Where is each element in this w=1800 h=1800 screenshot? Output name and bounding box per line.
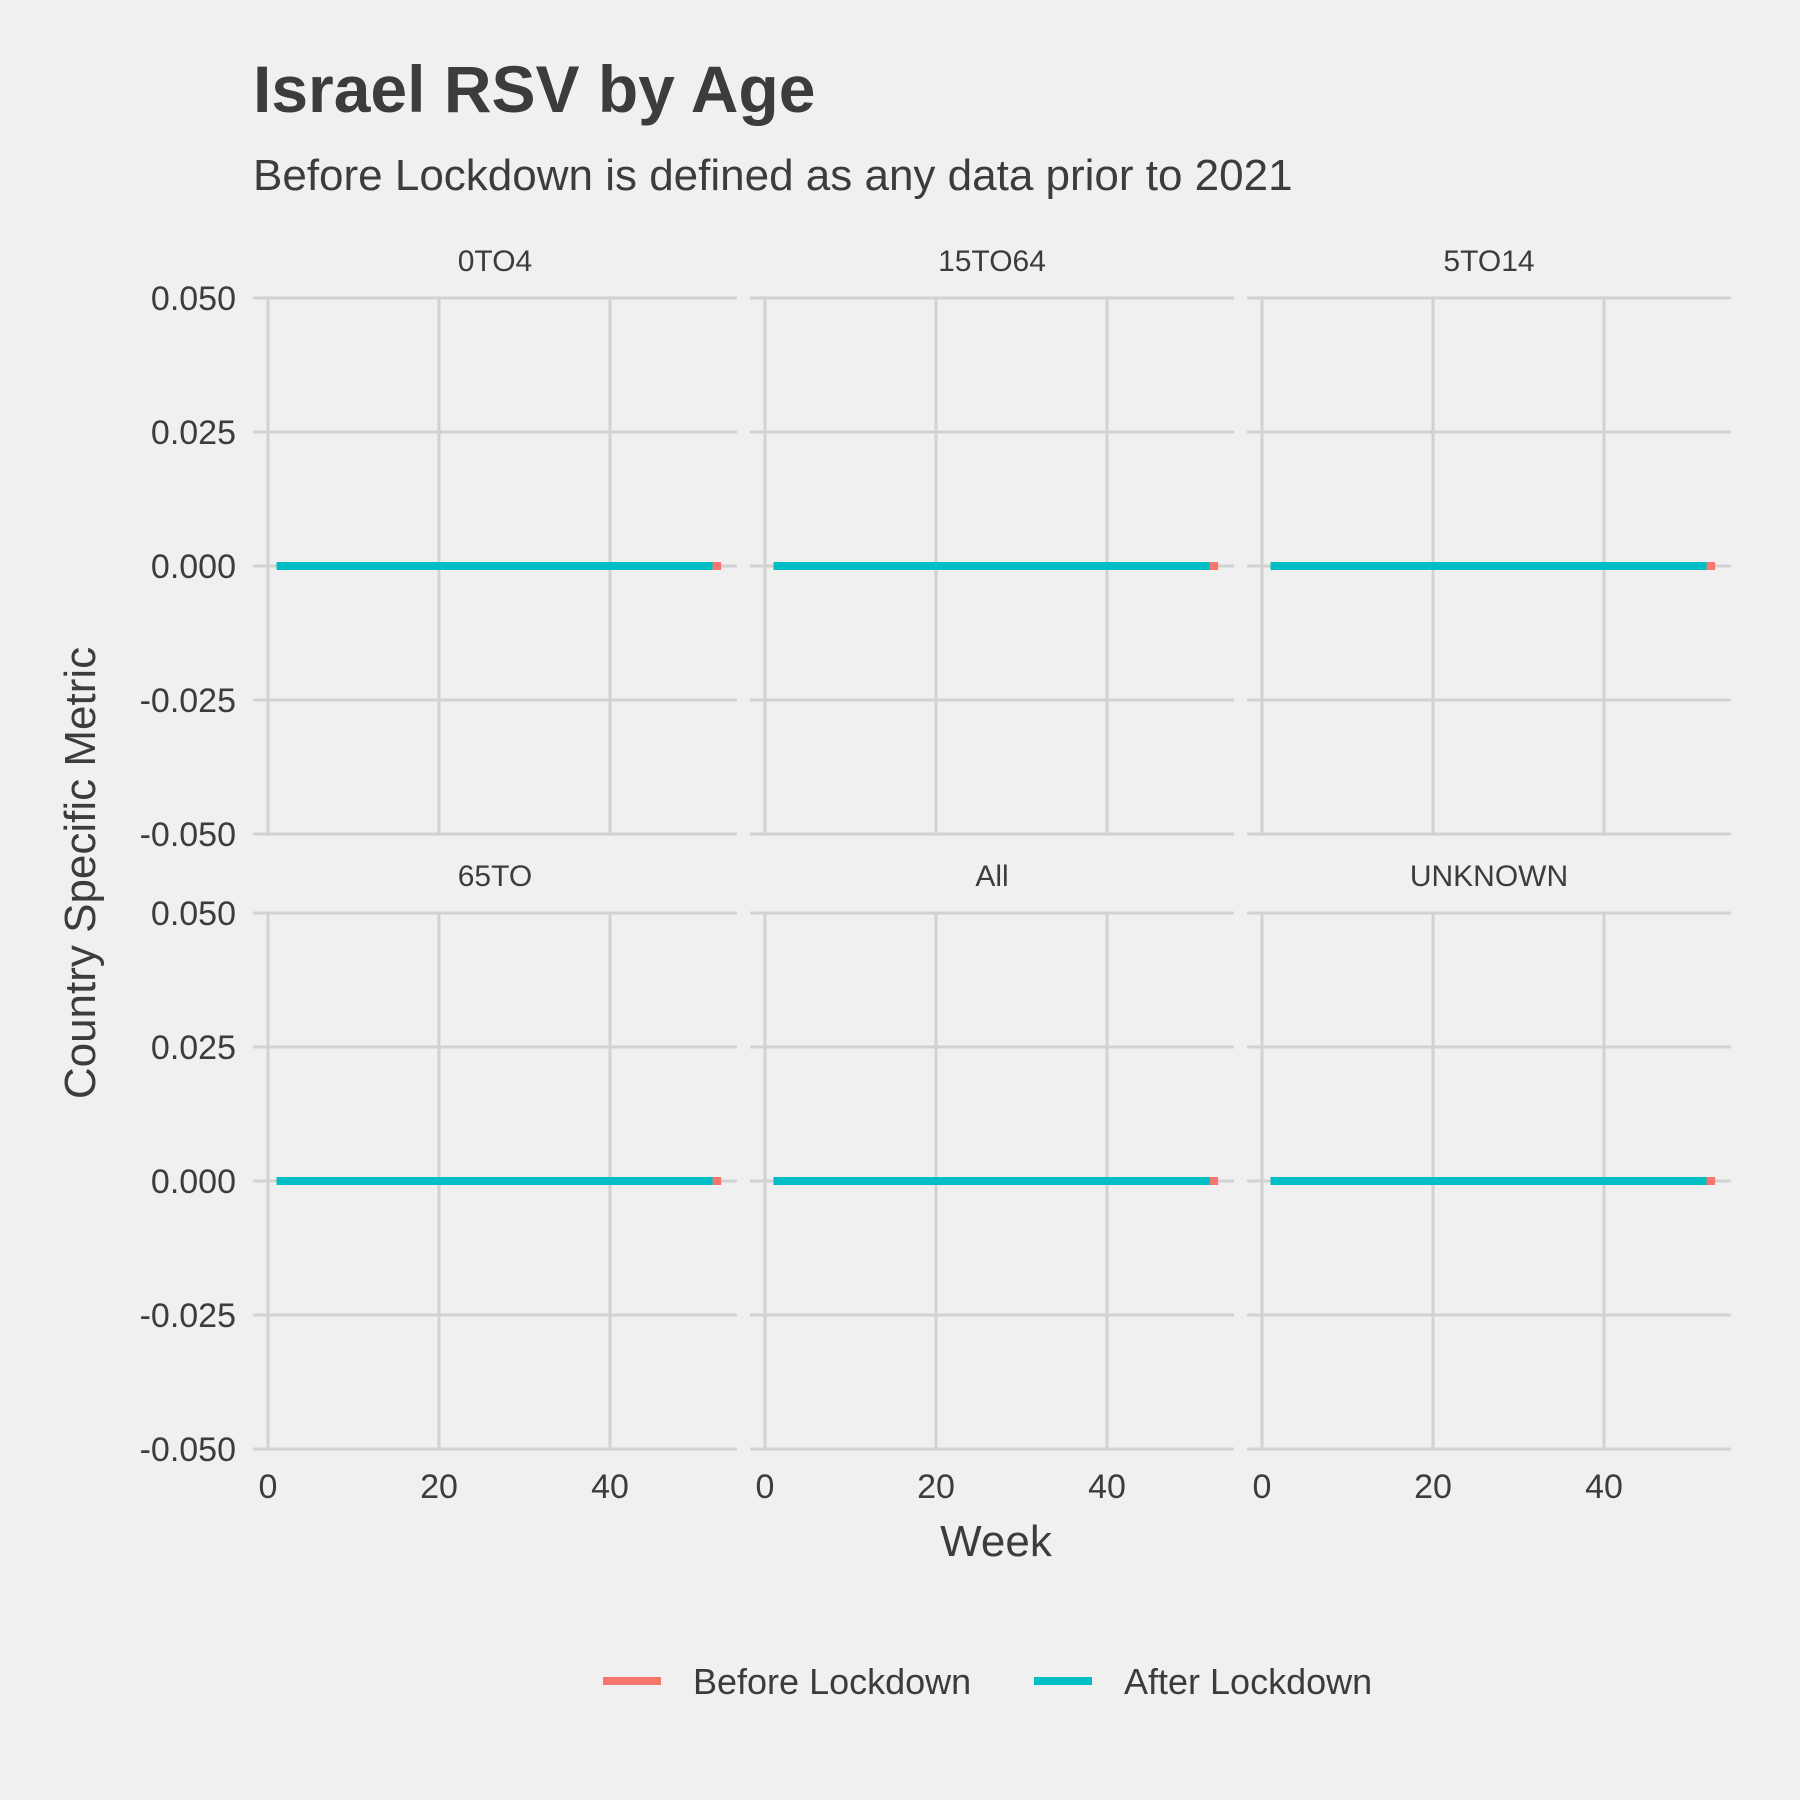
- y-tick-label: 0.025: [151, 1029, 236, 1067]
- y-tick-label: 0.050: [151, 895, 236, 933]
- facet-panel: 65TO 0.050 0.025 0.000 -0.025 -0.050 0 20 40: [140, 860, 737, 1506]
- x-tick-label: 20: [1414, 1468, 1452, 1506]
- facet-panel: 0TO4 0.050 0.025 0.000 -0.025 -0.050: [140, 245, 737, 854]
- facet-label: 15TO64: [938, 245, 1046, 278]
- y-tick-label: 0.000: [151, 548, 236, 586]
- x-tick-label: 40: [1585, 1468, 1623, 1506]
- y-tick-label: -0.025: [140, 1297, 236, 1335]
- facet-label: All: [975, 860, 1008, 893]
- y-axis-title: Country Specific Metric: [56, 647, 105, 1099]
- x-tick-label: 20: [917, 1468, 955, 1506]
- facet-label: UNKNOWN: [1410, 860, 1568, 893]
- x-tick-label: 0: [756, 1468, 775, 1506]
- legend-label: Before Lockdown: [693, 1661, 971, 1702]
- y-tick-label: 0.050: [151, 280, 236, 318]
- y-tick-label: 0.000: [151, 1163, 236, 1201]
- x-tick-label: 0: [1253, 1468, 1272, 1506]
- x-tick-label: 40: [1088, 1468, 1126, 1506]
- facet-panel: 5TO14: [1247, 245, 1731, 836]
- facet-panel: UNKNOWN 0 20 40: [1247, 860, 1731, 1506]
- x-axis-title: Week: [940, 1517, 1053, 1566]
- legend-label: After Lockdown: [1124, 1661, 1372, 1702]
- chart-title: Israel RSV by Age: [253, 52, 815, 126]
- facet-panel: All 0 20 40: [750, 860, 1234, 1506]
- x-tick-label: 40: [591, 1468, 629, 1506]
- facet-panel: 15TO64: [750, 245, 1234, 836]
- facet-label: 0TO4: [458, 245, 533, 278]
- facet-label: 65TO: [458, 860, 533, 893]
- chart-subtitle: Before Lockdown is defined as any data p…: [253, 151, 1293, 200]
- x-tick-label: 0: [259, 1468, 278, 1506]
- y-tick-label: -0.025: [140, 682, 236, 720]
- facet-panels: 0TO4 0.050 0.025 0.000 -0.025 -0.050 15TO64 5TO…: [140, 245, 1731, 1506]
- y-tick-label: 0.025: [151, 414, 236, 452]
- y-tick-label: -0.050: [140, 1431, 236, 1469]
- legend: Before Lockdown After Lockdown: [603, 1661, 1372, 1702]
- facet-label: 5TO14: [1443, 245, 1534, 278]
- x-tick-label: 20: [420, 1468, 458, 1506]
- y-tick-label: -0.050: [140, 816, 236, 854]
